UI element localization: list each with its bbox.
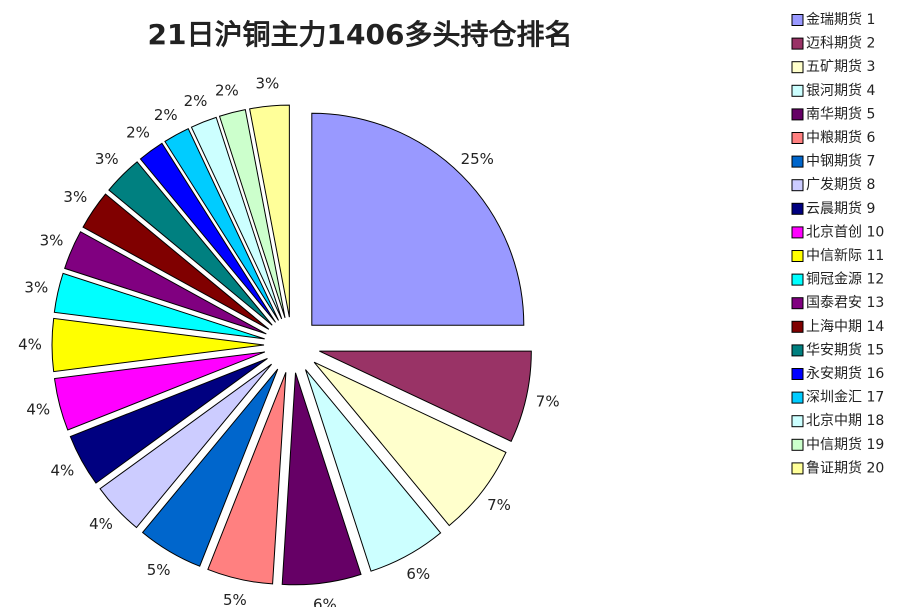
data-label: 2% [215, 82, 239, 100]
pie-slice [139, 142, 276, 323]
legend-label: 中钢期货 7 [806, 153, 875, 170]
pie-slice [51, 317, 265, 373]
data-label: 5% [147, 561, 171, 579]
data-label: 5% [223, 591, 247, 607]
data-label: 3% [63, 188, 87, 206]
data-label: 7% [536, 393, 560, 411]
data-label: 6% [406, 565, 430, 583]
legend-swatch [791, 273, 804, 286]
data-label: 4% [26, 401, 50, 419]
legend-label: 南华期货 5 [806, 105, 875, 122]
pie-slice [53, 272, 265, 340]
chart-title: 21日沪铜主力1406多头持仓排名 [148, 18, 573, 51]
legend-swatch [791, 297, 804, 310]
data-label: 4% [51, 462, 75, 480]
legend-label: 金瑞期货 1 [806, 11, 875, 28]
data-label: 3% [24, 278, 48, 296]
legend-label: 中信新际 11 [806, 248, 884, 264]
pie-slice [319, 350, 532, 443]
legend-label: 五矿期货 3 [806, 58, 875, 75]
pie-slice [99, 363, 272, 529]
legend-label: 铜冠金源 12 [806, 272, 884, 288]
legend-swatch [791, 415, 804, 428]
legend-label: 北京首创 10 [806, 224, 884, 240]
data-label: 4% [18, 336, 42, 354]
legend-label: 深圳金汇 17 [806, 390, 884, 406]
legend-label: 云晨期货 9 [806, 200, 875, 217]
legend-swatch [791, 462, 804, 475]
legend-swatch [791, 179, 804, 192]
pie-slice [311, 112, 525, 326]
legend-swatch [791, 320, 804, 333]
legend-swatch [791, 61, 804, 74]
legend-swatch [791, 84, 804, 97]
legend-label: 鲁证期货 20 [806, 459, 884, 476]
legend-label: 华安期货 15 [806, 341, 884, 358]
pie-slice [53, 351, 266, 431]
legend-swatch [791, 202, 804, 215]
legend-label: 北京中期 18 [806, 413, 884, 429]
legend-swatch [791, 250, 804, 262]
legend-swatch [791, 132, 804, 144]
legend-label: 国泰君安 13 [806, 295, 884, 311]
pie-slice [141, 368, 279, 567]
pie-slice [218, 109, 286, 319]
legend-label: 中粮期货 6 [806, 129, 875, 146]
legend-label: 银河期货 4 [806, 82, 875, 99]
legend-swatch [791, 438, 804, 451]
data-label: 3% [95, 150, 119, 168]
data-label: 2% [154, 106, 178, 124]
legend-label: 永安期货 16 [806, 365, 884, 382]
pie-slice [82, 193, 270, 330]
legend-label: 广发期货 8 [806, 176, 875, 193]
legend-swatch [791, 14, 804, 26]
legend-swatch [791, 155, 804, 168]
legend-swatch [791, 226, 804, 239]
pie-slice [69, 358, 268, 484]
data-label: 4% [89, 515, 113, 533]
legend-swatch [791, 108, 804, 121]
data-label: 2% [184, 92, 208, 110]
pie-slice [281, 372, 362, 586]
pie-slice [305, 369, 442, 572]
legend-swatch [791, 368, 804, 380]
legend-label: 上海中期 14 [806, 319, 884, 335]
pie-slice [249, 104, 290, 318]
legend-swatch [791, 391, 804, 404]
pie-slice [207, 372, 287, 585]
data-label: 2% [126, 124, 150, 142]
legend-label: 迈科期货 2 [806, 35, 875, 52]
legend-swatch [791, 37, 804, 50]
pie-slice [108, 161, 273, 326]
pie-slice [190, 116, 283, 320]
legend-swatch [791, 344, 804, 357]
pie-slice [64, 231, 267, 335]
data-label: 6% [313, 595, 337, 607]
data-label: 25% [461, 150, 494, 168]
pie-slice [164, 127, 279, 321]
data-label: 7% [487, 496, 511, 514]
data-label: 3% [40, 231, 64, 249]
legend-label: 中信期货 19 [806, 436, 884, 453]
data-label: 3% [255, 75, 279, 93]
pie-slice [313, 361, 507, 527]
